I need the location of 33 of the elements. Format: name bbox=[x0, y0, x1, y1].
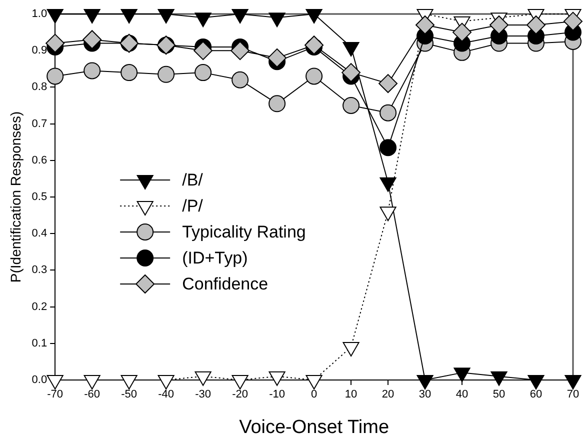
y-tick-label: 0.6 bbox=[32, 154, 48, 166]
y-tick-label: 0.1 bbox=[32, 337, 48, 350]
y-tick-label: 0.4 bbox=[32, 228, 48, 240]
legend-label: Typicality Rating bbox=[182, 222, 306, 242]
x-tick-label: -60 bbox=[84, 388, 100, 401]
y-tick-label: 0.5 bbox=[32, 191, 48, 204]
x-tick-label: 0 bbox=[310, 388, 318, 401]
y-tick-label: 0.0 bbox=[32, 374, 48, 386]
x-tick-label: 50 bbox=[492, 388, 506, 401]
x-tick-label: -30 bbox=[195, 388, 212, 401]
x-tick-label: 20 bbox=[382, 388, 394, 401]
x-tick-label: -40 bbox=[158, 388, 174, 401]
y-tick-label: 0.8 bbox=[32, 81, 48, 94]
y-tick-label: 0.2 bbox=[32, 300, 48, 313]
y-tick-label: 0.7 bbox=[32, 118, 48, 130]
x-tick-label: -50 bbox=[121, 388, 138, 401]
y-tick-label: 0.3 bbox=[32, 264, 48, 276]
y-tick-label: 1.0 bbox=[32, 8, 48, 20]
y-axis-title: P(Identification Responses) bbox=[7, 111, 24, 283]
x-tick-label: 70 bbox=[566, 388, 580, 401]
x-tick-label: 40 bbox=[456, 388, 468, 401]
x-tick-label: 10 bbox=[344, 388, 358, 401]
y-tick-label: 0.9 bbox=[32, 44, 48, 57]
legend-label: /B/ bbox=[182, 170, 204, 190]
x-axis-title: Voice-Onset Time bbox=[239, 416, 390, 438]
x-tick-label: -10 bbox=[269, 388, 286, 401]
legend-label: Confidence bbox=[182, 274, 268, 294]
legend-label: (ID+Typ) bbox=[182, 248, 248, 268]
x-tick-label: 60 bbox=[530, 388, 542, 401]
legend-label: /P/ bbox=[182, 196, 204, 216]
x-tick-label: -70 bbox=[47, 388, 64, 401]
x-tick-label: 30 bbox=[418, 388, 432, 401]
x-tick-label: -20 bbox=[232, 388, 248, 401]
